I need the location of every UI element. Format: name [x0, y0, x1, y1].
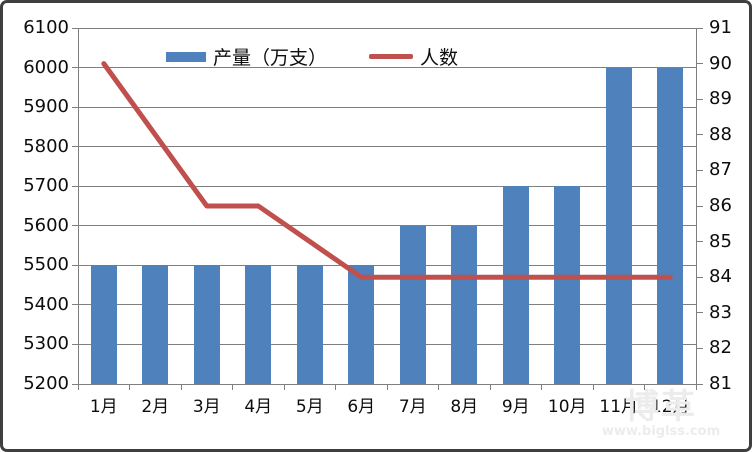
x-axis-tick — [335, 384, 336, 390]
right-axis-tick-label: 84 — [709, 266, 732, 288]
left-axis-tick — [72, 67, 78, 69]
x-axis-category-label: 3月 — [192, 397, 221, 417]
left-axis-tick — [72, 27, 78, 29]
right-axis-tick — [696, 241, 703, 243]
x-axis-category-label: 9月 — [501, 397, 530, 417]
left-axis-tick-label: 6100 — [23, 17, 69, 38]
left-axis-tick — [72, 304, 78, 306]
left-axis-tick-label: 5500 — [23, 254, 69, 276]
bar-4月 — [245, 265, 272, 384]
right-axis-tick — [696, 312, 703, 314]
left-axis-tick — [72, 383, 78, 385]
plot-area: 5200 5300 5400 5500 5600 5700 5800 5900 6000 6100… — [3, 3, 749, 449]
x-axis-category-label: 12月 — [650, 397, 690, 417]
x-axis-tick — [386, 384, 388, 390]
left-axis-tick-label: 5900 — [23, 96, 69, 118]
x-axis-category-label: 1月 — [89, 397, 118, 417]
right-axis-tick-label: 88 — [709, 123, 732, 145]
x-axis-tick — [438, 384, 439, 390]
right-axis-tick — [696, 27, 703, 29]
legend-label-headcount: 人数 — [420, 47, 459, 69]
x-axis-tick — [695, 384, 697, 390]
left-axis-tick — [72, 343, 78, 345]
right-axis-tick — [696, 169, 703, 171]
right-axis-tick — [696, 383, 703, 385]
right-axis-tick-label: 89 — [709, 88, 732, 110]
left-axis-tick — [72, 146, 78, 148]
gridline — [78, 27, 696, 29]
bar-6月 — [348, 265, 375, 384]
left-axis-tick-label: 5200 — [23, 373, 69, 394]
bar-9月 — [502, 186, 529, 384]
bar-5月 — [296, 265, 323, 384]
right-axis-tick-label: 82 — [709, 337, 732, 359]
bar-10月 — [554, 186, 581, 384]
right-axis-tick-label: 83 — [709, 301, 732, 323]
right-axis-tick-label: 87 — [709, 159, 732, 181]
legend-item-headcount: 人数 — [369, 43, 458, 70]
left-axis-tick-label: 5300 — [23, 333, 69, 355]
left-axis-tick-label: 5400 — [23, 293, 69, 315]
right-axis-tick — [696, 347, 703, 349]
bar-7月 — [399, 225, 426, 384]
line-series-layer — [101, 61, 673, 280]
right-axis-tick — [696, 276, 703, 278]
bar-8月 — [451, 225, 478, 384]
right-axis-tick-label: 86 — [709, 195, 732, 216]
gridline — [78, 146, 696, 148]
x-axis-tick — [129, 384, 130, 390]
bar-3月 — [193, 265, 220, 384]
x-axis-category-label: 11月 — [599, 397, 639, 417]
x-axis-category-label: 6月 — [347, 397, 376, 417]
x-axis-tick — [489, 384, 491, 390]
left-axis-tick-label: 5600 — [23, 214, 69, 236]
x-axis-category-label: 10月 — [547, 397, 587, 417]
x-axis-tick — [232, 384, 233, 390]
bar-2月 — [142, 265, 169, 384]
left-axis-tick — [72, 225, 78, 227]
x-axis-tick — [77, 384, 79, 390]
x-axis-category-label: 5月 — [295, 397, 324, 417]
right-axis-tick-label: 85 — [709, 230, 732, 252]
x-axis-category-label: 8月 — [450, 397, 479, 417]
legend-label-production: 产量（万支） — [213, 47, 328, 69]
right-axis-tick — [696, 63, 703, 65]
gridline — [78, 264, 696, 266]
right-axis-tick — [696, 98, 703, 100]
legend-item-production: 产量（万支） — [166, 43, 327, 70]
right-axis-tick — [696, 205, 703, 207]
right-axis-tick-label: 81 — [709, 373, 732, 394]
headcount-line — [101, 61, 673, 280]
legend-swatch-bar — [166, 51, 206, 62]
bar-1月 — [90, 265, 117, 384]
left-axis-tick — [72, 264, 78, 266]
gridline — [78, 343, 696, 345]
x-axis-tick — [592, 384, 594, 390]
gridline — [78, 304, 696, 306]
x-axis-category-label: 2月 — [141, 397, 170, 417]
left-axis-tick-label: 5800 — [23, 135, 69, 157]
right-axis-tick — [696, 134, 703, 136]
legend-swatch-line — [369, 54, 413, 59]
left-axis-line — [77, 28, 79, 384]
left-axis-tick — [72, 106, 78, 108]
left-axis-tick-label: 5700 — [23, 175, 69, 197]
x-axis-tick — [644, 384, 645, 390]
bar-11月 — [605, 67, 632, 384]
right-axis-line — [695, 28, 697, 384]
right-axis-tick-label: 91 — [709, 17, 732, 38]
left-axis-tick — [72, 185, 78, 187]
x-axis-category-label: 4月 — [244, 397, 273, 417]
x-axis-tick — [180, 384, 182, 390]
gridline — [78, 185, 696, 187]
gridline — [78, 106, 696, 108]
bar-12月 — [657, 67, 684, 384]
right-axis-tick-label: 90 — [709, 52, 732, 74]
x-axis-category-label: 7月 — [398, 397, 427, 417]
gridline — [78, 225, 696, 227]
x-axis-tick — [541, 384, 542, 390]
x-axis-tick — [283, 384, 285, 390]
left-axis-tick-label: 6000 — [23, 56, 69, 78]
